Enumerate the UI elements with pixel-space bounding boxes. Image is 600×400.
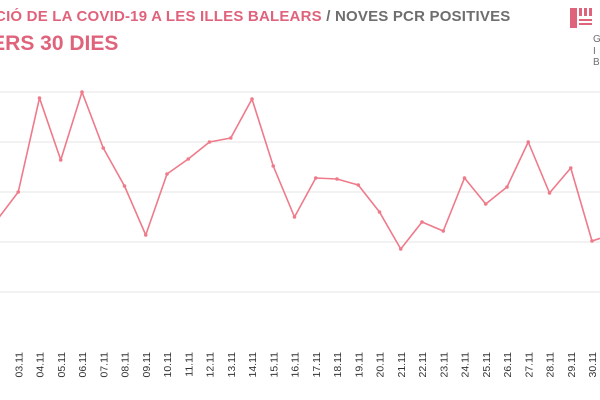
data-point-28.11 <box>547 191 552 195</box>
x-tick-label: 04.11 <box>35 352 47 378</box>
data-point-27.11 <box>526 140 531 144</box>
data-point-06.11 <box>80 90 84 94</box>
data-point-26.11 <box>505 185 509 189</box>
data-point-04.11 <box>37 96 42 100</box>
data-point-17.11 <box>313 176 318 180</box>
data-point-15.11 <box>271 164 276 168</box>
x-tick-label: 26.11 <box>502 352 514 378</box>
x-tick-label: 15.11 <box>268 352 280 378</box>
x-tick-label: 27.11 <box>523 352 535 378</box>
x-tick-label: 29.11 <box>566 352 578 378</box>
x-tick-label: 16.11 <box>290 352 302 378</box>
x-tick-label: 11.11 <box>183 352 195 377</box>
x-tick-label: 23.11 <box>438 352 450 378</box>
title-prefix: UCIÓ DE LA COVID-19 A LES ILLES BALEARS <box>0 8 322 25</box>
data-point-07.11 <box>101 146 106 150</box>
x-tick-label: 19.11 <box>353 352 365 378</box>
data-point-18.11 <box>335 177 339 181</box>
x-tick-label: 18.11 <box>332 352 344 378</box>
chart-title: UCIÓ DE LA COVID-19 A LES ILLES BALEARS … <box>0 8 600 30</box>
series-line <box>0 91 600 250</box>
x-tick-label: 08.11 <box>120 352 132 378</box>
data-point-11.11 <box>186 157 191 161</box>
govern-illes-balears-logo: G I B <box>566 6 600 68</box>
logo-letter-b: B <box>593 57 600 68</box>
data-point-30.11 <box>590 239 594 243</box>
logo-letter-i: I <box>593 46 596 57</box>
series-line-group <box>0 91 600 250</box>
x-tick-label: 17.11 <box>311 352 323 378</box>
data-point-13.11 <box>228 136 233 140</box>
x-tick-label: 13.11 <box>226 352 238 378</box>
x-tick-label: 28.11 <box>545 352 557 378</box>
x-tick-label: 05.11 <box>56 352 68 378</box>
x-tick-label: 14.11 <box>247 352 259 378</box>
x-tick-label: 22.11 <box>417 352 429 378</box>
data-point-10.11 <box>165 172 169 176</box>
x-tick-label: 24.11 <box>460 352 472 378</box>
title-separator: / <box>326 8 331 25</box>
data-point-19.11 <box>356 183 361 187</box>
grid <box>0 91 600 293</box>
data-point-08.11 <box>122 184 127 188</box>
x-tick-label: 20.11 <box>375 352 387 378</box>
data-point-16.11 <box>292 215 297 219</box>
data-point-25.11 <box>483 202 488 206</box>
data-point-12.11 <box>207 140 212 144</box>
x-tick-label: 25.11 <box>481 352 493 378</box>
chart-subtitle: RERS 30 DIES <box>0 32 119 55</box>
data-point-22.11 <box>420 220 424 224</box>
data-point-29.11 <box>568 166 573 170</box>
data-point-05.11 <box>58 158 63 162</box>
x-tick-label: 10.11 <box>162 352 174 378</box>
x-tick-label: 07.11 <box>98 352 110 378</box>
data-point-24.11 <box>462 176 467 180</box>
data-point-20.11 <box>377 210 382 214</box>
logo-mark-icon <box>570 8 592 28</box>
x-tick-label: 30.11 <box>587 352 599 378</box>
x-tick-label: 06.11 <box>77 352 89 378</box>
logo-letter-g: G <box>593 34 600 45</box>
data-point-03.11 <box>16 190 21 194</box>
data-point-14.11 <box>250 97 254 101</box>
title-suffix: NOVES PCR POSITIVES <box>334 8 511 25</box>
data-point-21.11 <box>398 247 403 251</box>
data-point-23.11 <box>441 229 446 233</box>
x-tick-label: 12.11 <box>205 352 217 378</box>
x-tick-label: 03.11 <box>13 352 25 378</box>
x-tick-label: 09.11 <box>141 352 153 378</box>
x-tick-label: 21.11 <box>396 352 408 378</box>
x-axis-tick-labels: 03.11 04.11 05.11 06.11 07.11 08.11 09.11 10.11… <box>13 352 599 378</box>
points <box>16 90 594 251</box>
data-point-09.11 <box>143 233 148 237</box>
